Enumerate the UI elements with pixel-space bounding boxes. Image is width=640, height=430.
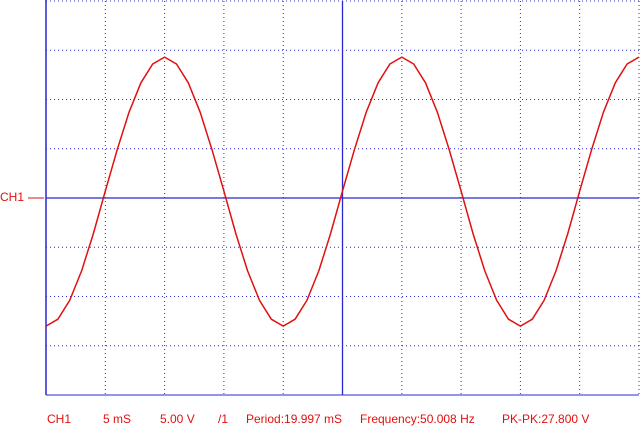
status-text: 5 mS xyxy=(103,412,131,426)
status-text: CH1 xyxy=(47,412,71,426)
status-text: Period:19.997 mS xyxy=(246,412,342,426)
status-text: /1 xyxy=(218,412,228,426)
channel-label: CH1 xyxy=(0,190,24,204)
status-text: Frequency:50.008 Hz xyxy=(360,412,475,426)
status-text: 5.00 V xyxy=(160,412,195,426)
waveform xyxy=(45,56,640,327)
status-text: PK-PK:27.800 V xyxy=(502,412,589,426)
